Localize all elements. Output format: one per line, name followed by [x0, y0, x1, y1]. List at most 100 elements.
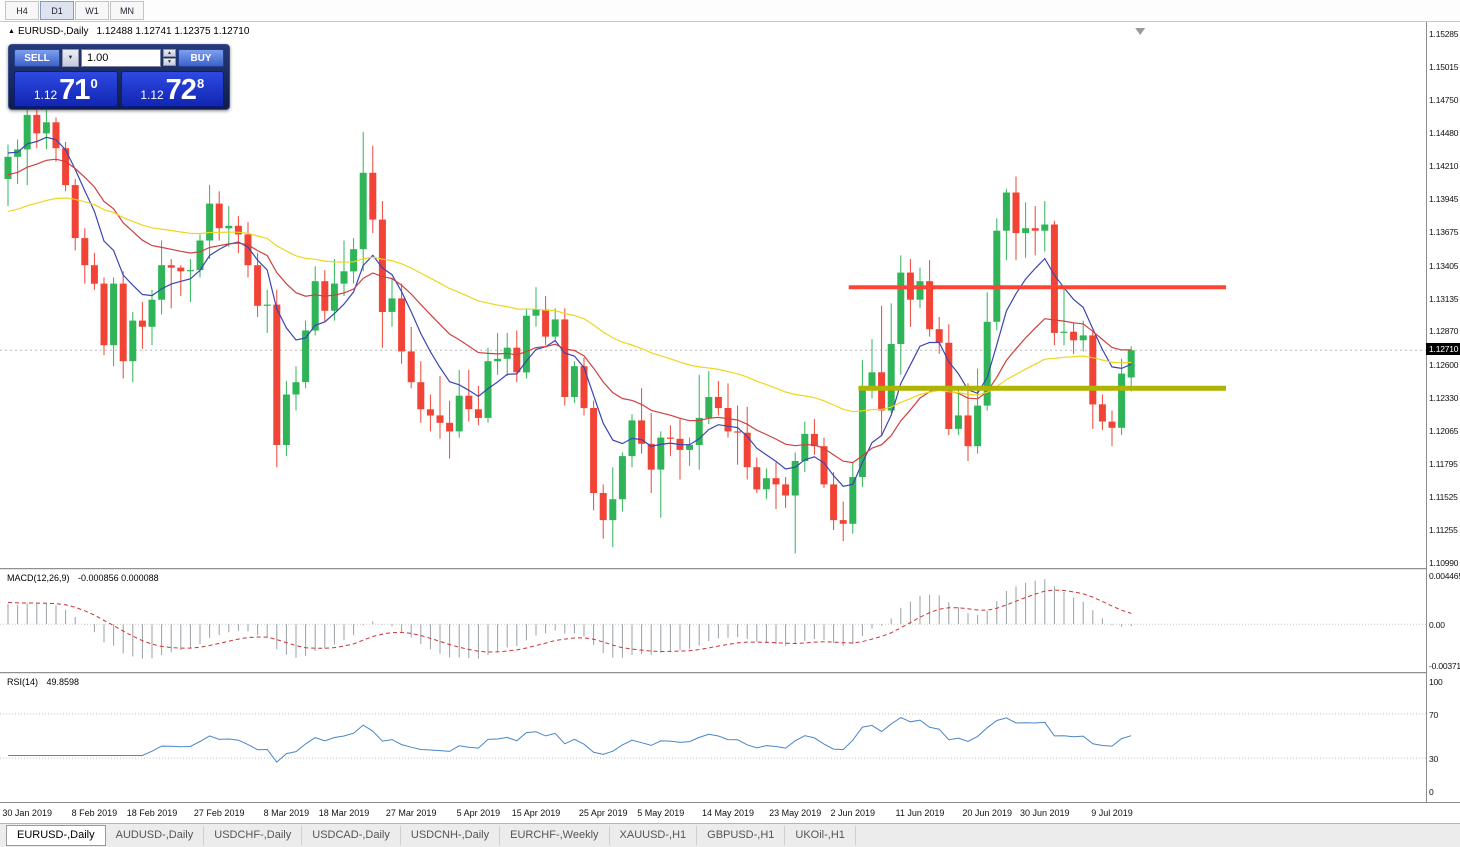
bid-pip-digit: 0: [90, 76, 98, 91]
chart-tab[interactable]: EURUSD-,Daily: [6, 825, 106, 846]
rsi-value: 49.8598: [46, 677, 80, 687]
rsi-axis-label: 100: [1429, 677, 1443, 687]
chart-tab[interactable]: USDCAD-,Daily: [302, 826, 401, 845]
bid-prefix: 1.12: [33, 88, 58, 102]
price-axis-label: 1.13675: [1429, 227, 1459, 237]
buy-price-button[interactable]: 1.12 72 8: [120, 71, 224, 107]
timeframe-toolbar: H4 D1 W1 MN: [0, 0, 1460, 22]
chart-tab[interactable]: XAUUSD-,H1: [610, 826, 698, 845]
date-axis-label: 8 Mar 2019: [263, 808, 310, 818]
chart-tab[interactable]: UKOil-,H1: [785, 826, 856, 845]
price-axis-label: 1.14750: [1429, 95, 1459, 105]
pane-splitter[interactable]: [0, 672, 1427, 674]
chart-symbol: EURUSD-,Daily: [17, 26, 89, 37]
ma-line-8: [7, 136, 1132, 487]
rsi-axis-label: 30: [1429, 754, 1439, 764]
macd-pane[interactable]: MACD(12,26,9) -0.000856 0.000088: [0, 570, 1427, 672]
price-axis-label: 1.14210: [1429, 161, 1459, 171]
price-axis-label: 1.10990: [1429, 558, 1459, 568]
timeframe-button-mn[interactable]: MN: [110, 1, 144, 20]
rsi-axis-label: 0: [1429, 787, 1434, 797]
price-axis-label: 1.13135: [1429, 294, 1459, 304]
macd-axis-label: 0.00: [1429, 620, 1445, 630]
macd-chart[interactable]: [0, 570, 1427, 672]
price-axis-label: 1.12870: [1429, 326, 1459, 336]
date-axis-label: 20 Jun 2019: [962, 808, 1012, 818]
rsi-chart[interactable]: [0, 674, 1427, 802]
price-axis-label: 1.15285: [1429, 29, 1459, 39]
rsi-line: [8, 717, 1132, 763]
buy-button[interactable]: BUY: [178, 49, 224, 67]
volume-spinner: ▲ ▼: [163, 49, 176, 67]
price-axis: 1.15285 1.15015 1.14750 1.14480 1.14210 1.139…: [1426, 0, 1460, 802]
down-arrow-icon: ▼: [67, 55, 74, 61]
ask-prefix: 1.12: [140, 88, 164, 102]
chart-tab[interactable]: AUDUSD-,Daily: [106, 826, 205, 845]
collapse-panel-icon[interactable]: ▲: [8, 28, 15, 35]
axis-separator: [1426, 22, 1427, 802]
bid-big-digits: 71: [59, 74, 90, 107]
volume-down-button[interactable]: ▼: [163, 58, 176, 66]
date-axis: 30 Jan 2019 8 Feb 2019 18 Feb 2019 27 Feb 2…: [0, 802, 1460, 823]
macd-axis-label: 0.004465: [1429, 571, 1460, 581]
date-axis-label: 27 Feb 2019: [193, 808, 245, 818]
down-arrow-icon: ▼: [167, 59, 172, 65]
ma-line-55: [7, 197, 1132, 413]
rsi-axis-label: 70: [1429, 710, 1439, 720]
chart-tab[interactable]: GBPUSD-,H1: [697, 826, 786, 845]
macd-signal-line: [7, 589, 1132, 653]
date-axis-label: 8 Feb 2019: [71, 808, 118, 818]
date-axis-label: 5 May 2019: [637, 808, 685, 818]
chart-tab[interactable]: USDCNH-,Daily: [401, 826, 501, 845]
date-axis-label: 18 Feb 2019: [126, 808, 178, 818]
timeframe-button-d1[interactable]: D1: [40, 1, 74, 20]
shift-marker-icon[interactable]: [1135, 28, 1146, 35]
ma-line-21: [7, 158, 1132, 464]
volume-decrement-button[interactable]: ▼: [62, 49, 79, 67]
volume-up-button[interactable]: ▲: [163, 49, 176, 57]
pane-splitter[interactable]: [0, 568, 1427, 570]
date-axis-label: 14 May 2019: [701, 808, 755, 818]
sell-price-button[interactable]: 1.12 71 0: [14, 71, 118, 107]
sell-button[interactable]: SELL: [14, 49, 60, 67]
chart-ohlc-title: ▲ EURUSD-,Daily 1.12488 1.12741 1.12375 1.…: [8, 26, 249, 37]
price-axis-label: 1.11525: [1429, 492, 1458, 502]
date-axis-label: 2 Jun 2019: [830, 808, 876, 818]
date-axis-label: 15 Apr 2019: [511, 808, 561, 818]
trade-panel-prices: 1.12 71 0 1.12 72 8: [9, 69, 229, 107]
price-axis-label: 1.15015: [1429, 62, 1459, 72]
price-axis-label: 1.13405: [1429, 261, 1459, 271]
chart-tab-bar: EURUSD-,Daily AUDUSD-,Daily USDCHF-,Daily U…: [0, 823, 1460, 847]
date-axis-label: 9 Jul 2019: [1091, 808, 1133, 818]
main-chart-area[interactable]: [0, 22, 1427, 568]
macd-label: MACD(12,26,9) -0.000856 0.000088: [7, 573, 159, 583]
timeframe-button-h4[interactable]: H4: [5, 1, 39, 20]
date-axis-label: 25 Apr 2019: [578, 808, 628, 818]
chart-tab[interactable]: EURCHF-,Weekly: [500, 826, 610, 845]
price-axis-label: 1.12330: [1429, 393, 1459, 403]
date-axis-label: 18 Mar 2019: [318, 808, 370, 818]
candles: [4, 97, 1135, 554]
timeframe-button-w1[interactable]: W1: [75, 1, 109, 20]
rsi-pane[interactable]: RSI(14) 49.8598: [0, 674, 1427, 802]
macd-axis-label: -0.00371: [1429, 661, 1460, 671]
rsi-label: RSI(14) 49.8598: [7, 677, 79, 687]
date-axis-label: 23 May 2019: [769, 808, 822, 818]
price-axis-label: 1.11255: [1429, 525, 1458, 535]
date-axis-label: 11 Jun 2019: [895, 808, 945, 818]
date-axis-label: 27 Mar 2019: [385, 808, 437, 818]
trade-panel-controls: SELL ▼ ▲ ▼ BUY: [9, 45, 229, 69]
current-price-tag: 1.12710: [1426, 343, 1460, 355]
price-axis-label: 1.12065: [1429, 426, 1459, 436]
candlestick-chart[interactable]: [0, 22, 1427, 568]
volume-input[interactable]: [81, 49, 161, 67]
chart-tab[interactable]: USDCHF-,Daily: [204, 826, 303, 845]
date-axis-label: 30 Jun 2019: [1020, 808, 1070, 818]
chart-ohlc-values: 1.12488 1.12741 1.12375 1.12710: [96, 26, 250, 37]
date-axis-label: 30 Jan 2019: [2, 808, 52, 818]
ask-pip-digit: 8: [196, 76, 205, 91]
rsi-name: RSI(14): [7, 677, 39, 687]
macd-name: MACD(12,26,9): [7, 573, 70, 583]
price-axis-label: 1.11795: [1429, 459, 1458, 469]
